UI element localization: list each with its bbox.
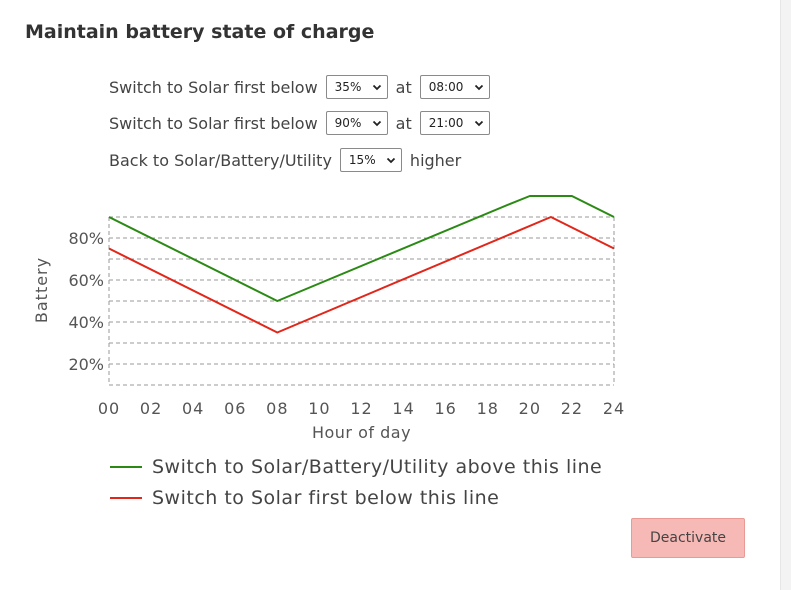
deactivate-button[interactable]: Deactivate bbox=[631, 518, 745, 558]
chevron-down-icon bbox=[386, 157, 396, 164]
row-label: Back to Solar/Battery/Utility bbox=[109, 150, 332, 170]
series-line-1 bbox=[108, 195, 615, 302]
x-tick-label: 20 bbox=[519, 399, 541, 418]
select-value: 90% bbox=[334, 116, 362, 130]
row-label: Switch to Solar first below bbox=[109, 113, 318, 133]
x-tick-label: 02 bbox=[140, 399, 162, 418]
row-label: Switch to Solar first below bbox=[109, 77, 318, 97]
x-axis-label: Hour of day bbox=[312, 423, 411, 442]
x-tick-label: 16 bbox=[434, 399, 456, 418]
threshold-row-3: Back to Solar/Battery/Utility 15% higher bbox=[109, 147, 469, 173]
section-title: Maintain battery state of charge bbox=[25, 21, 375, 43]
x-tick-label: 04 bbox=[182, 399, 204, 418]
select-value: 08:00 bbox=[428, 80, 464, 94]
chevron-down-icon bbox=[372, 120, 381, 127]
row-separator: at bbox=[395, 77, 412, 97]
legend-swatch bbox=[110, 466, 142, 468]
soc-select-2[interactable]: 90% bbox=[325, 111, 388, 135]
y-tick-label: 20% bbox=[68, 355, 104, 374]
x-tick-label: 24 bbox=[603, 399, 625, 418]
select-value: 35% bbox=[334, 80, 362, 94]
chevron-down-icon bbox=[474, 120, 483, 127]
legend-label: Switch to Solar/Battery/Utility above th… bbox=[152, 456, 603, 478]
series-line-2 bbox=[108, 216, 615, 334]
page-scrollbar[interactable] bbox=[780, 0, 791, 590]
x-tick-label: 14 bbox=[392, 399, 414, 418]
y-axis-label: Battery bbox=[32, 257, 51, 323]
chevron-down-icon bbox=[372, 84, 381, 91]
y-tick-label: 80% bbox=[68, 229, 104, 248]
legend-swatch bbox=[110, 497, 142, 499]
row-separator: at bbox=[395, 113, 412, 133]
time-select-1[interactable]: 08:00 bbox=[419, 75, 490, 99]
legend-label: Switch to Solar first below this line bbox=[152, 487, 500, 509]
chevron-down-icon bbox=[474, 84, 483, 91]
battery-chart: 80% 60% 40% 20% 00 02 04 06 08 10 12 14 16 18 20 22 24 Ho… bbox=[32, 195, 625, 442]
time-select-2[interactable]: 21:00 bbox=[419, 111, 490, 135]
threshold-row-2: Switch to Solar first below 90% at 21:00 bbox=[109, 110, 490, 136]
legend-item-red: Switch to Solar first below this line bbox=[110, 487, 499, 509]
x-tick-label: 06 bbox=[224, 399, 246, 418]
soc-select-1[interactable]: 35% bbox=[325, 75, 388, 99]
select-value: 21:00 bbox=[428, 116, 464, 130]
threshold-row-1: Switch to Solar first below 35% at 08:00 bbox=[109, 74, 490, 100]
x-tick-label: 12 bbox=[350, 399, 372, 418]
x-tick-label: 08 bbox=[266, 399, 288, 418]
x-tick-label: 18 bbox=[477, 399, 499, 418]
x-tick-label: 22 bbox=[561, 399, 583, 418]
legend-item-green: Switch to Solar/Battery/Utility above th… bbox=[110, 456, 602, 478]
y-tick-label: 60% bbox=[68, 271, 104, 290]
x-tick-label: 00 bbox=[98, 399, 120, 418]
soc-select-3[interactable]: 15% bbox=[339, 148, 402, 172]
y-tick-label: 40% bbox=[68, 313, 104, 332]
x-tick-label: 10 bbox=[308, 399, 330, 418]
row-separator: higher bbox=[409, 150, 462, 170]
select-value: 15% bbox=[348, 153, 376, 167]
